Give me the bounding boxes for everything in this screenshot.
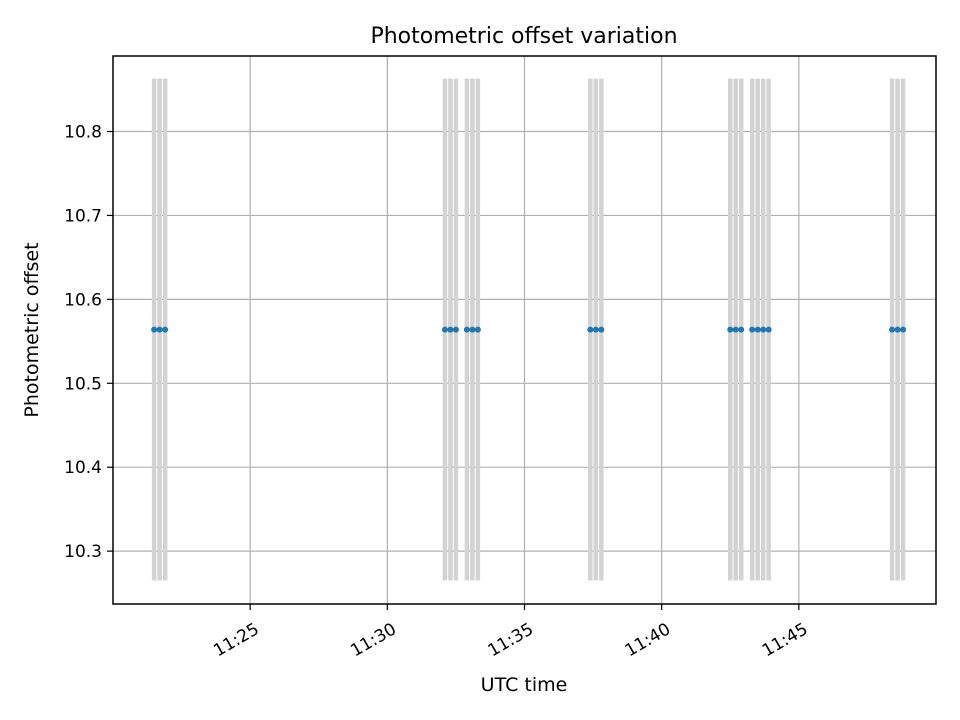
y-tick-label: 10.8 bbox=[64, 123, 102, 143]
data-point bbox=[452, 326, 459, 333]
y-axis-label: Photometric offset bbox=[21, 242, 43, 417]
x-tick-label: 11:25 bbox=[210, 619, 262, 661]
data-point bbox=[900, 326, 907, 333]
data-point bbox=[598, 326, 605, 333]
data-point bbox=[732, 326, 739, 333]
data-point bbox=[889, 326, 896, 333]
data-point bbox=[151, 326, 158, 333]
x-axis-ticks: 11:25 11:30 11:35 11:40 11:45 bbox=[210, 604, 811, 661]
y-tick-label: 10.3 bbox=[64, 542, 102, 562]
x-tick-label: 11:40 bbox=[622, 619, 674, 661]
data-point bbox=[447, 326, 454, 333]
data-point bbox=[162, 326, 169, 333]
y-tick-label: 10.7 bbox=[64, 206, 102, 226]
y-tick-label: 10.4 bbox=[64, 458, 102, 478]
y-tick-label: 10.5 bbox=[64, 374, 102, 394]
data-point bbox=[463, 326, 470, 333]
chart-title: Photometric offset variation bbox=[370, 24, 677, 49]
y-tick-label: 10.6 bbox=[64, 290, 102, 310]
x-axis-label: UTC time bbox=[481, 674, 568, 696]
data-point bbox=[760, 326, 767, 333]
data-point bbox=[765, 326, 772, 333]
data-point bbox=[738, 326, 745, 333]
data-points bbox=[151, 326, 907, 333]
data-point bbox=[156, 326, 163, 333]
grid bbox=[113, 56, 936, 604]
data-point bbox=[754, 326, 761, 333]
x-tick-label: 11:30 bbox=[347, 619, 399, 661]
x-tick-label: 11:35 bbox=[485, 619, 537, 661]
data-point bbox=[441, 326, 448, 333]
data-point bbox=[474, 326, 481, 333]
data-point bbox=[894, 326, 901, 333]
data-point bbox=[727, 326, 734, 333]
data-point bbox=[749, 326, 756, 333]
y-axis-ticks: 10.3 10.4 10.5 10.6 10.7 10.8 bbox=[64, 123, 113, 562]
x-tick-label: 11:45 bbox=[759, 619, 811, 661]
error-bars bbox=[151, 78, 906, 581]
data-point bbox=[592, 326, 599, 333]
data-point bbox=[469, 326, 476, 333]
data-point bbox=[587, 326, 594, 333]
